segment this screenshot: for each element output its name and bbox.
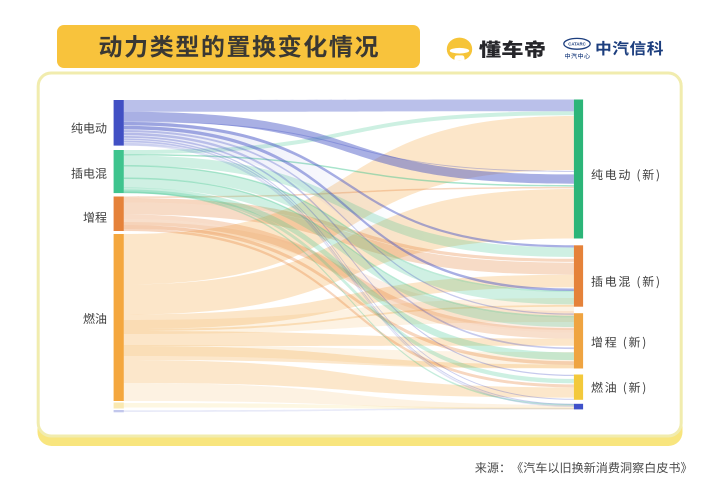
svg-text:CATARC: CATARC [568, 42, 586, 47]
